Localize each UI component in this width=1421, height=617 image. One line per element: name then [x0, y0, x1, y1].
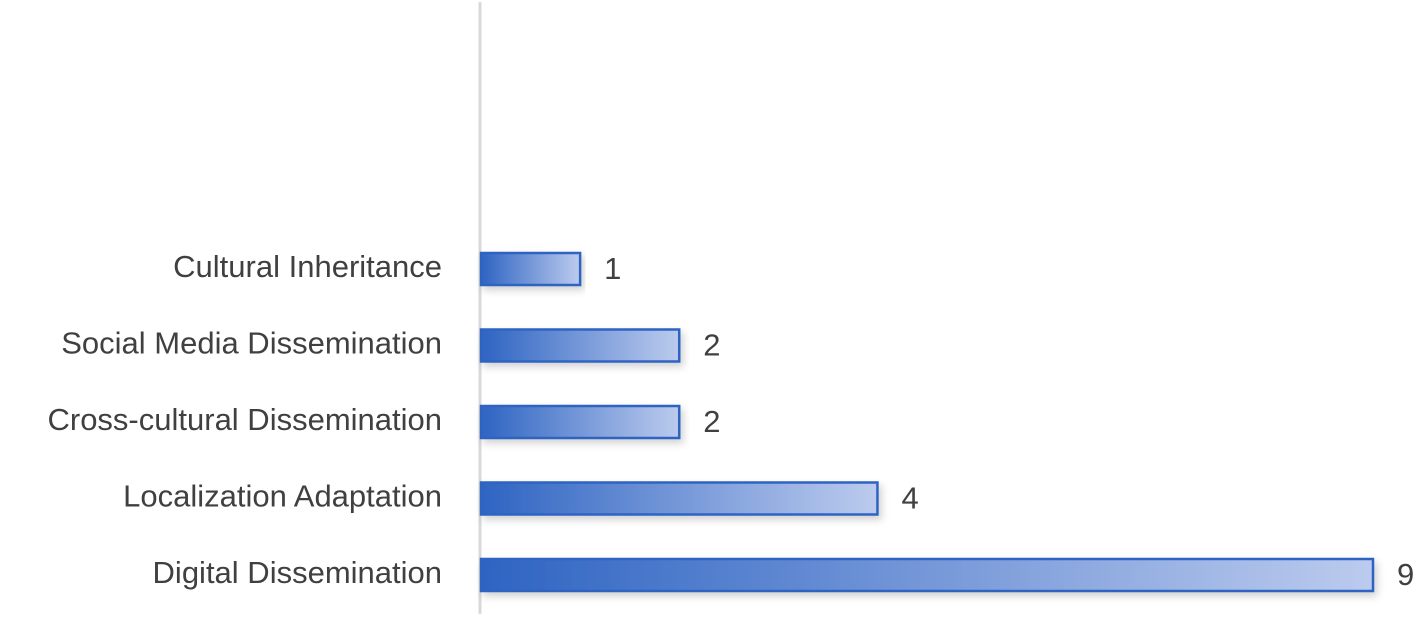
category-label: Cultural Inheritance	[173, 249, 442, 284]
category-label: Cross-cultural Dissemination	[47, 402, 442, 437]
bar	[479, 481, 879, 516]
category-label: Digital Dissemination	[153, 555, 442, 590]
category-label: Social Media Dissemination	[61, 326, 442, 361]
value-label: 2	[703, 328, 720, 363]
bar	[479, 328, 681, 363]
value-label: 1	[604, 251, 621, 286]
value-label: 9	[1397, 557, 1414, 592]
value-label: 2	[703, 404, 720, 439]
bar	[479, 404, 681, 440]
bar	[479, 557, 1375, 593]
category-label: Localization Adaptation	[123, 479, 442, 514]
bar	[479, 251, 582, 287]
value-label: 4	[901, 481, 918, 516]
